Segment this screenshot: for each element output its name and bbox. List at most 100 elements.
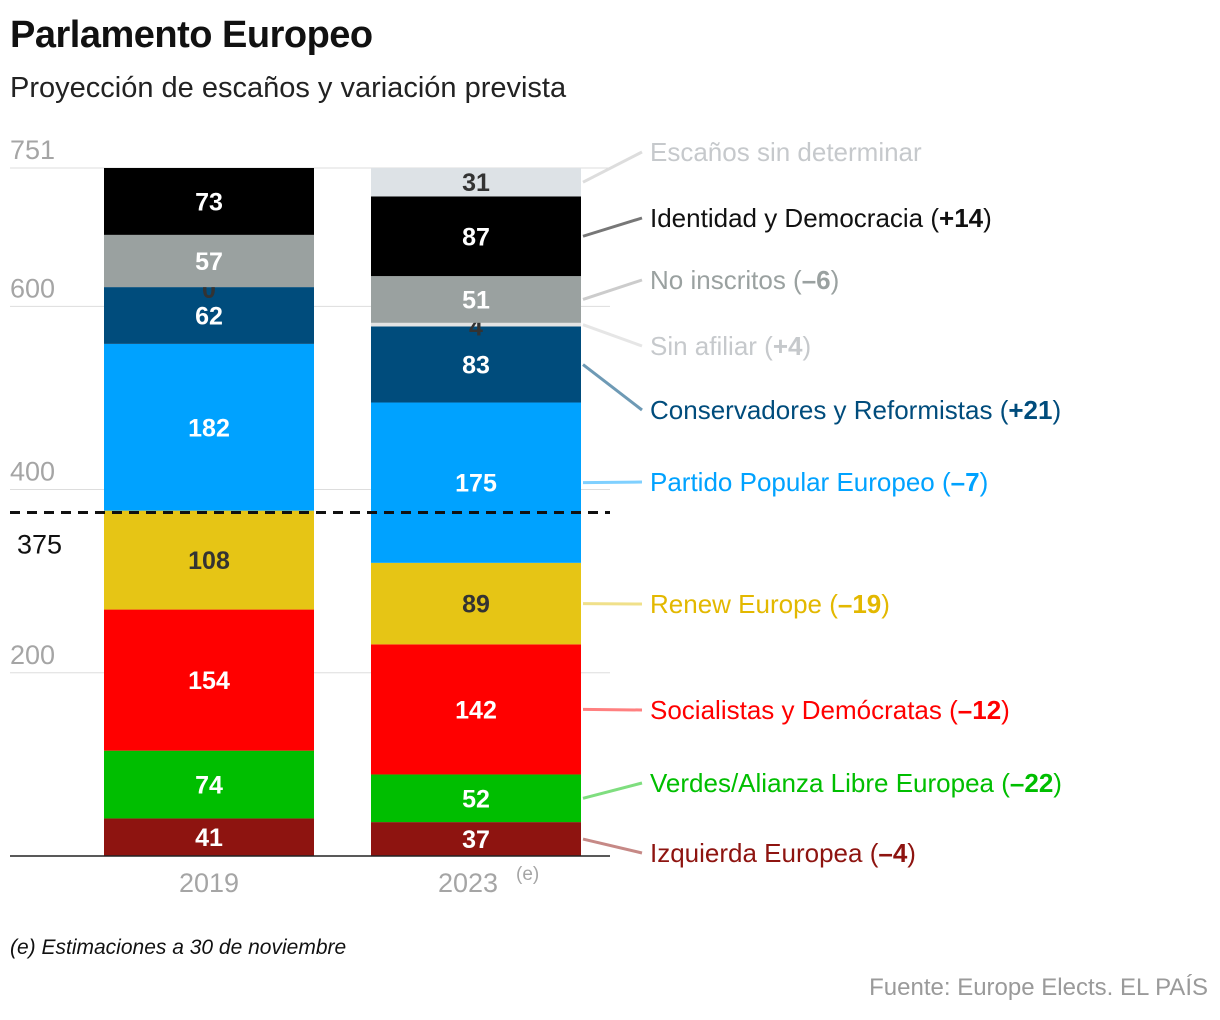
data-label: 57 <box>195 248 223 276</box>
data-label: 175 <box>455 470 497 498</box>
x-tick-label-2023: 2023 <box>438 868 498 898</box>
legend-name: Renew Europe <box>650 589 822 619</box>
legend-change: +4 <box>773 331 803 361</box>
legend-connector <box>582 216 643 238</box>
legend-connector <box>582 480 643 485</box>
bar-segment <box>371 196 581 277</box>
data-label: 108 <box>188 547 230 575</box>
legend-name: No inscritos <box>650 265 786 295</box>
legend-name: Socialistas y Demócratas <box>650 695 942 725</box>
data-label: 154 <box>188 667 230 695</box>
legend-connector <box>582 150 643 184</box>
legend-name: Conservadores y Reformistas <box>650 395 992 425</box>
legend-paren: ) <box>831 265 840 295</box>
legend-paren: ( <box>994 768 1010 798</box>
legend-item: Socialistas y Demócratas (–12) <box>650 695 1010 725</box>
data-label: 74 <box>195 772 223 800</box>
legend-paren: ( <box>942 695 958 725</box>
legend-item: No inscritos (–6) <box>650 265 839 295</box>
legend-change: –7 <box>951 467 980 497</box>
bar-segment <box>104 510 314 610</box>
legend-paren: ) <box>1053 768 1062 798</box>
data-label: 142 <box>455 696 497 724</box>
legend-paren: ( <box>822 589 838 619</box>
data-label: 73 <box>195 188 223 216</box>
legend-connector <box>582 363 643 412</box>
data-label: 87 <box>462 223 490 251</box>
bar-segment <box>371 326 581 403</box>
legend-paren: ( <box>757 331 773 361</box>
legend-connector <box>582 837 643 855</box>
data-label: 51 <box>462 286 490 314</box>
x-tick-label-2019: 2019 <box>179 868 239 898</box>
legend-change: –6 <box>802 265 831 295</box>
x-tick-note: (e) <box>516 864 539 885</box>
data-label: 62 <box>195 302 223 330</box>
legend-name: Verdes/Alianza Libre Europea <box>650 768 995 798</box>
legend-paren: ) <box>980 467 989 497</box>
legend-item: Verdes/Alianza Libre Europea (–22) <box>650 768 1062 798</box>
bar-segment <box>104 287 314 344</box>
legend-change: –12 <box>958 695 1001 725</box>
chart-title: Parlamento Europeo <box>10 14 373 56</box>
legend-name: Escaños sin determinar <box>650 137 922 167</box>
bar-segment <box>371 168 581 197</box>
data-label: 182 <box>188 414 230 442</box>
majority-label: 375 <box>17 529 62 559</box>
legend-item: Identidad y Democracia (+14) <box>650 203 992 233</box>
bar-segment <box>371 562 581 645</box>
y-tick-label-400: 400 <box>10 457 55 487</box>
bar-segment <box>104 343 314 511</box>
legend-name: Sin afiliar <box>650 331 757 361</box>
legend-change: +21 <box>1008 395 1052 425</box>
data-label: 41 <box>195 824 223 852</box>
bar-segment <box>104 818 314 856</box>
legend-name: Partido Popular Europeo <box>650 467 935 497</box>
legend-name: Identidad y Democracia <box>650 203 924 233</box>
legend-paren: ) <box>907 838 916 868</box>
legend-item: Conservadores y Reformistas (+21) <box>650 395 1061 425</box>
legend-connector <box>582 781 643 800</box>
legend-connector <box>582 323 643 348</box>
legend-paren: ( <box>862 838 878 868</box>
legend-name: Izquierda Europea <box>650 838 863 868</box>
source-note: Fuente: Europe Elects. EL PAÍS <box>869 974 1208 1001</box>
legend-item: Renew Europe (–19) <box>650 589 890 619</box>
legend-paren: ) <box>802 331 811 361</box>
y-tick-label-751: 751 <box>10 135 55 165</box>
legend-paren: ( <box>992 395 1008 425</box>
legend-paren: ) <box>1052 395 1061 425</box>
bar-segment <box>104 609 314 751</box>
legend-item: Escaños sin determinar <box>650 137 922 167</box>
y-tick-label-600: 600 <box>10 273 55 303</box>
bar-segment <box>371 774 581 823</box>
y-tick-label-200: 200 <box>10 640 55 670</box>
bar-segment <box>371 402 581 563</box>
bar-segment <box>371 822 581 856</box>
data-label: 31 <box>462 169 490 197</box>
bar-segment <box>371 276 581 323</box>
bar-segment <box>371 322 581 327</box>
bar-segment <box>371 644 581 775</box>
chart-subtitle: Proyección de escaños y variación previs… <box>10 72 567 104</box>
legend-item: Sin afiliar (+4) <box>650 331 811 361</box>
footnote: (e) Estimaciones a 30 de noviembre <box>10 936 347 959</box>
legend-item: Izquierda Europea (–4) <box>650 838 916 868</box>
legend-connector <box>582 707 643 712</box>
legend-item: Partido Popular Europeo (–7) <box>650 467 988 497</box>
data-label: 83 <box>462 352 490 380</box>
legend-paren: ) <box>983 203 992 233</box>
data-label: 37 <box>462 826 490 854</box>
data-label: 89 <box>462 591 490 619</box>
legend-paren: ) <box>1001 695 1010 725</box>
legend-change: +14 <box>939 203 984 233</box>
stacked-bar-chart: 7516004002004174154108182620577337521428… <box>10 135 1062 898</box>
bar-segment <box>104 750 314 819</box>
data-label: 52 <box>462 785 490 813</box>
legend-paren: ) <box>881 589 890 619</box>
legend-paren: ( <box>923 203 939 233</box>
legend-change: –19 <box>838 589 881 619</box>
bar-segment <box>104 234 314 288</box>
legend-paren: ( <box>935 467 951 497</box>
legend-change: –4 <box>878 838 907 868</box>
